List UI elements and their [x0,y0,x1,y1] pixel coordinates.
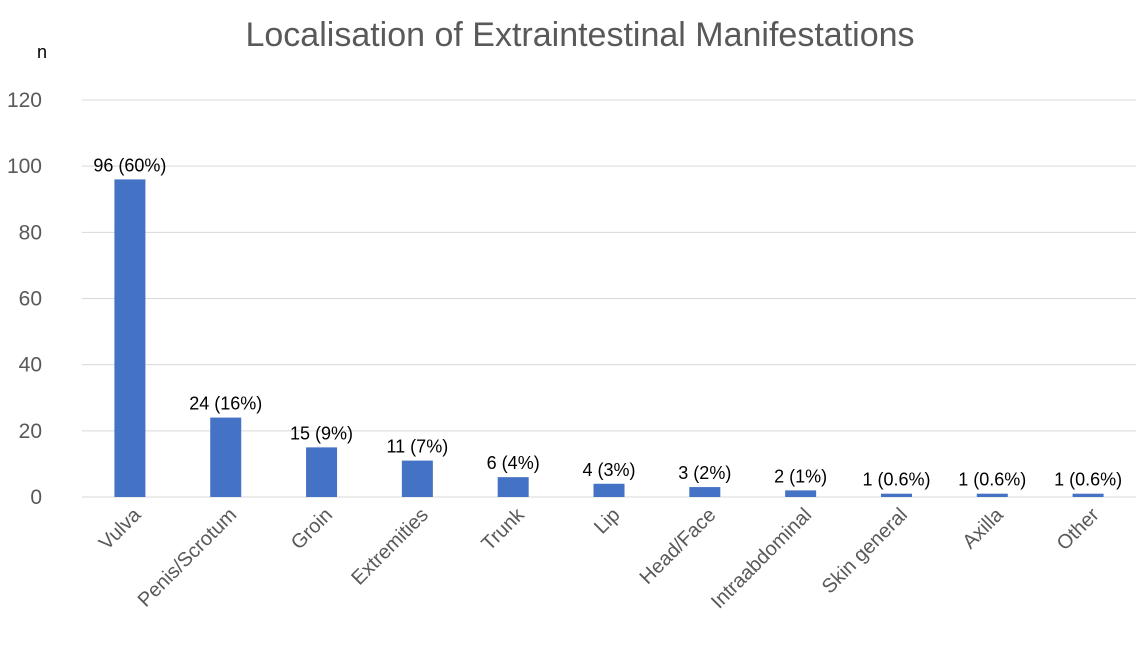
x-tick-label-8: Skin general [818,504,912,598]
bar-0 [114,179,146,497]
data-label-8: 1 (0.6%) [862,470,930,490]
x-tick-label-3: Extremities [347,504,432,589]
x-tick-label-10: Other [1053,504,1104,555]
data-label-5: 4 (3%) [582,460,635,480]
data-label-2: 15 (9%) [290,423,353,443]
bar-9 [976,493,1008,497]
data-label-10: 1 (0.6%) [1054,470,1122,490]
gridlines [82,99,1136,498]
data-labels: 96 (60%) 24 (16%) 15 (9%) 11 (7%) 6 (4%) 4 (3… [93,155,1122,489]
data-label-9: 1 (0.6%) [958,470,1026,490]
y-tick-label-100: 100 [7,155,42,178]
bars [114,179,1104,497]
x-tick-label-7: Intraabdominal [707,504,816,613]
bar-10 [1072,493,1104,497]
chart-title: Localisation of Extraintestinal Manifest… [245,16,914,54]
data-label-6: 3 (2%) [678,463,731,483]
data-label-7: 2 (1%) [774,466,827,486]
y-tick-label-60: 60 [19,288,42,311]
x-tick-label-1: Penis/Scrotum [134,504,242,612]
x-tick-label-6: Head/Face [636,504,721,589]
y-tick-label-20: 20 [19,420,42,443]
bar-3 [401,460,433,497]
bar-6 [689,487,721,497]
x-tick-label-4: Trunk [478,503,530,555]
bar-1 [210,417,242,497]
bar-5 [593,483,625,497]
x-tick-label-5: Lip [590,504,624,538]
y-tick-label-0: 0 [30,486,42,509]
bar-4 [497,477,529,497]
x-tick-label-9: Axilla [958,503,1008,553]
x-tick-label-0: Vulva [95,503,146,554]
y-axis-ticks: 0 20 40 60 80 100 120 [7,89,42,509]
data-label-0: 96 (60%) [93,155,166,175]
y-axis-label: n [37,42,47,62]
data-label-4: 6 (4%) [487,453,540,473]
x-tick-label-2: Groin [287,504,337,554]
bar-8 [880,493,912,497]
bar-7 [785,490,817,497]
bar-2 [306,447,338,497]
y-tick-label-120: 120 [7,89,42,112]
y-tick-label-80: 80 [19,221,42,244]
data-label-3: 11 (7%) [387,437,449,457]
y-tick-label-40: 40 [19,354,42,377]
data-label-1: 24 (16%) [189,394,262,414]
